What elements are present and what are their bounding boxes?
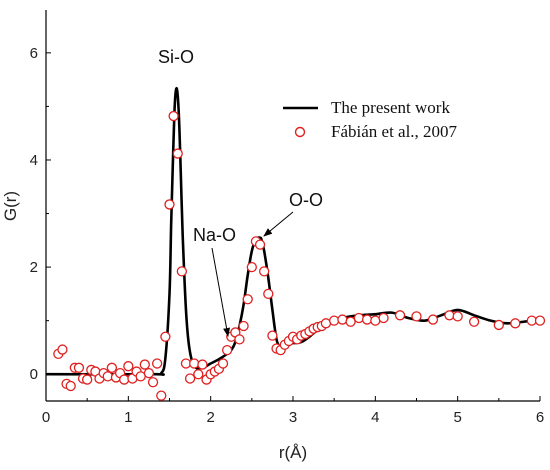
annotation-o-o: O-O: [289, 190, 323, 210]
data-point-fabian: [353, 312, 365, 324]
data-point-fabian: [119, 374, 130, 385]
y-tick-label: 2: [30, 259, 38, 276]
data-point-fabian: [57, 344, 68, 355]
legend-label-fabian: Fábián et al., 2007: [331, 122, 458, 141]
data-point-fabian: [102, 371, 113, 382]
legend-marker-swatch: [294, 126, 306, 138]
data-point-fabian: [123, 361, 134, 372]
data-point-fabian: [493, 319, 504, 331]
annotation-si-o: Si-O: [158, 47, 194, 67]
data-point-fabian: [184, 373, 196, 384]
data-point-fabian: [361, 314, 373, 325]
x-axis-label: r(Å): [279, 443, 307, 462]
y-axis-label: G(r): [1, 191, 20, 221]
data-point-fabian: [164, 199, 175, 210]
x-tick-label: 2: [206, 409, 214, 426]
data-point-fabian: [337, 314, 348, 325]
data-point-fabian: [510, 318, 521, 329]
data-point-fabian: [259, 266, 270, 277]
series-markers-group: [53, 110, 546, 401]
annotation-o-o-arrow: [263, 211, 294, 237]
data-point-fabian: [238, 320, 249, 332]
x-tick-label: 1: [124, 409, 132, 426]
data-point-fabian: [444, 310, 455, 321]
data-point-fabian: [329, 315, 340, 326]
annotation-na-o-arrow: [211, 247, 231, 337]
data-point-fabian: [234, 334, 245, 345]
data-point-fabian: [378, 312, 389, 324]
legend: The present work Fábián et al., 2007: [283, 98, 458, 141]
x-tick-label: 0: [42, 409, 50, 426]
y-tick-label: 6: [30, 45, 38, 62]
data-point-fabian: [534, 315, 546, 326]
data-point-fabian: [254, 239, 266, 250]
data-point-fabian: [160, 331, 171, 342]
annotations: Si-O Na-O O-O: [158, 47, 323, 337]
x-tick-label: 3: [289, 409, 297, 426]
legend-label-present-work: The present work: [331, 98, 450, 117]
data-point-fabian: [147, 377, 159, 388]
data-point-fabian: [411, 311, 422, 322]
data-point-fabian: [263, 288, 274, 300]
data-point-fabian: [197, 359, 208, 370]
data-point-fabian: [221, 344, 233, 356]
data-point-fabian: [468, 316, 480, 327]
data-point-fabian: [82, 374, 93, 385]
data-point-fabian: [394, 310, 406, 321]
data-point-fabian: [246, 261, 257, 273]
x-tick-label: 5: [453, 409, 461, 426]
y-ticks: 0 2 4 6: [30, 45, 51, 383]
x-tick-label: 6: [536, 409, 544, 426]
data-point-fabian: [172, 148, 183, 159]
data-point-fabian: [189, 358, 200, 369]
data-point-fabian: [452, 311, 463, 322]
data-point-fabian: [139, 359, 150, 370]
annotation-na-o: Na-O: [193, 225, 236, 245]
data-point-fabian: [168, 110, 179, 122]
y-tick-label: 0: [30, 366, 38, 383]
data-point-fabian: [242, 294, 253, 305]
data-point-fabian: [217, 358, 229, 369]
y-tick-label: 4: [30, 152, 38, 169]
data-point-fabian: [73, 362, 85, 373]
data-point-fabian: [156, 390, 167, 401]
data-point-fabian: [65, 380, 76, 392]
data-point-fabian: [345, 316, 356, 327]
data-point-fabian: [193, 369, 204, 380]
x-ticks: 0 1 2 3 4 5 6: [42, 396, 544, 426]
data-point-fabian: [427, 314, 439, 325]
x-tick-label: 4: [371, 409, 379, 426]
data-point-fabian: [151, 358, 163, 369]
data-point-fabian: [176, 266, 188, 277]
data-point-fabian: [106, 362, 118, 373]
data-point-fabian: [267, 330, 278, 341]
data-point-fabian: [143, 367, 155, 379]
